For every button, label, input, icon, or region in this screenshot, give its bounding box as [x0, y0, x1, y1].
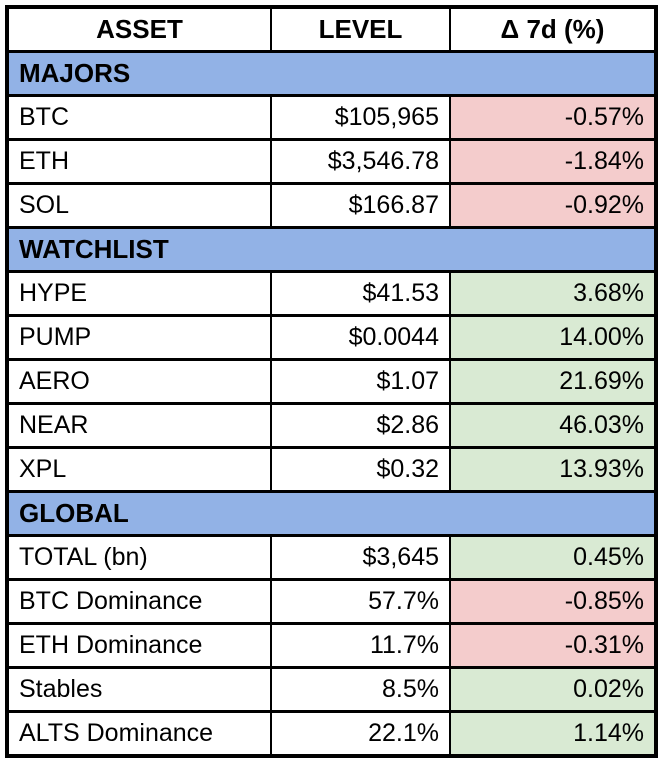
delta-7d-cell: 0.45% — [449, 534, 657, 581]
asset-name-cell: NEAR — [6, 402, 272, 449]
asset-name-cell: TOTAL (bn) — [6, 534, 272, 581]
level-value-cell: 11.7% — [270, 622, 451, 669]
section-row-majors: MAJORS — [6, 50, 657, 97]
asset-name-cell: PUMP — [6, 314, 272, 361]
level-value-cell: $166.87 — [270, 182, 451, 229]
asset-name-cell: Stables — [6, 666, 272, 713]
delta-7d-cell: -0.57% — [449, 94, 657, 141]
table-row: NEAR $2.86 46.03% — [6, 402, 657, 449]
delta-7d-cell: -1.84% — [449, 138, 657, 185]
table-row: ETH Dominance 11.7% -0.31% — [6, 622, 657, 669]
level-value-cell: 57.7% — [270, 578, 451, 625]
asset-name-cell: XPL — [6, 446, 272, 493]
level-value-cell: $0.32 — [270, 446, 451, 493]
asset-name-cell: ALTS Dominance — [6, 710, 272, 758]
table-row: ETH $3,546.78 -1.84% — [6, 138, 657, 185]
level-value-cell: $0.0044 — [270, 314, 451, 361]
section-row-watchlist: WATCHLIST — [6, 226, 657, 273]
table-header: ASSET LEVEL Δ 7d (%) — [6, 5, 657, 53]
section-header-majors: MAJORS — [6, 50, 657, 97]
asset-name-cell: SOL — [6, 182, 272, 229]
table-row: AERO $1.07 21.69% — [6, 358, 657, 405]
table-body: MAJORS BTC $105,965 -0.57% ETH $3,546.78 -1.84… — [6, 50, 657, 758]
level-value-cell: $3,645 — [270, 534, 451, 581]
section-row-global: GLOBAL — [6, 490, 657, 537]
level-value-cell: $3,546.78 — [270, 138, 451, 185]
delta-7d-cell: -0.85% — [449, 578, 657, 625]
delta-7d-cell: 13.93% — [449, 446, 657, 493]
asset-name-cell: ETH — [6, 138, 272, 185]
level-value-cell: $41.53 — [270, 270, 451, 317]
delta-7d-cell: 0.02% — [449, 666, 657, 713]
column-header-delta-7d: Δ 7d (%) — [449, 5, 657, 53]
asset-name-cell: AERO — [6, 358, 272, 405]
asset-name-cell: ETH Dominance — [6, 622, 272, 669]
asset-name-cell: HYPE — [6, 270, 272, 317]
level-value-cell: 22.1% — [270, 710, 451, 758]
table-row: PUMP $0.0044 14.00% — [6, 314, 657, 361]
table-row: BTC Dominance 57.7% -0.85% — [6, 578, 657, 625]
table-row: HYPE $41.53 3.68% — [6, 270, 657, 317]
table-row: Stables 8.5% 0.02% — [6, 666, 657, 713]
delta-7d-cell: -0.31% — [449, 622, 657, 669]
delta-7d-cell: 46.03% — [449, 402, 657, 449]
delta-7d-cell: 14.00% — [449, 314, 657, 361]
column-header-asset: ASSET — [6, 5, 272, 53]
asset-name-cell: BTC Dominance — [6, 578, 272, 625]
delta-7d-cell: -0.92% — [449, 182, 657, 229]
table-row: SOL $166.87 -0.92% — [6, 182, 657, 229]
table-row: XPL $0.32 13.93% — [6, 446, 657, 493]
delta-7d-cell: 1.14% — [449, 710, 657, 758]
asset-name-cell: BTC — [6, 94, 272, 141]
column-header-level: LEVEL — [270, 5, 451, 53]
header-row: ASSET LEVEL Δ 7d (%) — [6, 5, 657, 53]
level-value-cell: 8.5% — [270, 666, 451, 713]
table-row: ALTS Dominance 22.1% 1.14% — [6, 710, 657, 758]
crypto-market-table: ASSET LEVEL Δ 7d (%) MAJORS BTC $105,965 -0… — [5, 5, 658, 758]
level-value-cell: $2.86 — [270, 402, 451, 449]
level-value-cell: $105,965 — [270, 94, 451, 141]
table-row: BTC $105,965 -0.57% — [6, 94, 657, 141]
delta-7d-cell: 21.69% — [449, 358, 657, 405]
section-header-global: GLOBAL — [6, 490, 657, 537]
delta-7d-cell: 3.68% — [449, 270, 657, 317]
level-value-cell: $1.07 — [270, 358, 451, 405]
section-header-watchlist: WATCHLIST — [6, 226, 657, 273]
table-row: TOTAL (bn) $3,645 0.45% — [6, 534, 657, 581]
